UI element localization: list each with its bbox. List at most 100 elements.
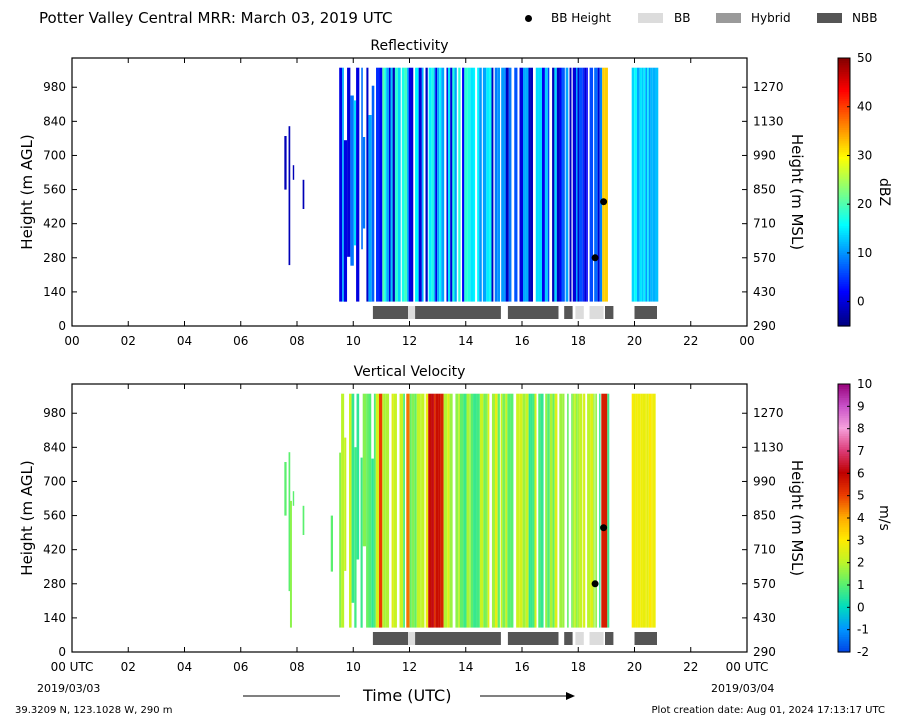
- panel2-colorbar-segment: [838, 459, 850, 463]
- panel2-colorbar-segment: [838, 444, 850, 448]
- panel2-colorbar-tick-label: 9: [857, 399, 865, 413]
- panel2-data-column: [375, 393, 380, 628]
- panel1-colorbar-segment: [838, 238, 850, 242]
- panel1-data-column: [538, 67, 542, 302]
- panel1-data-column: [441, 67, 445, 302]
- legend-label-hybrid: Hybrid: [751, 11, 791, 25]
- panel1-data-column: [544, 67, 548, 302]
- panel2-data-column: [356, 393, 360, 560]
- panel1-colorbar-segment: [838, 292, 850, 296]
- panel2-colorbar-segment: [838, 571, 850, 575]
- panel2-data-column: [528, 393, 531, 628]
- panel2-data-column: [505, 393, 508, 628]
- panel2-y-tick-label: 0: [58, 645, 66, 659]
- panel2-colorbar-segment: [838, 535, 850, 539]
- panel1-colorbar-segment: [838, 73, 850, 77]
- panel2-colorbar-segment: [838, 509, 850, 512]
- panel1-y-tick-label-right: 1130: [753, 114, 784, 128]
- panel1-colorbar-segment: [838, 299, 850, 303]
- panel2-data-column: [458, 393, 460, 628]
- panel2-colorbar-segment: [838, 426, 850, 430]
- panel1-data-column: [523, 67, 526, 302]
- panel1-data-column: [343, 140, 348, 302]
- panel1-data-column: [631, 67, 635, 302]
- panel1-data-column: [572, 67, 577, 302]
- panel2-colorbar-segment: [838, 544, 850, 548]
- panel1-colorbar-segment: [838, 247, 850, 251]
- page-title: Potter Valley Central MRR: March 03, 201…: [39, 9, 393, 27]
- panel1-data-column: [439, 67, 442, 302]
- panel2-colorbar-segment: [838, 620, 850, 624]
- panel1-colorbar-segment: [838, 154, 850, 157]
- panel2-bb-height-point: [600, 524, 608, 532]
- panel2-data-column: [473, 393, 477, 628]
- panel2-colorbar-segment: [838, 634, 850, 637]
- panel1-data-column: [376, 67, 380, 302]
- panel1-colorbar-segment: [838, 294, 850, 298]
- panel1-x-tick-label: 06: [233, 334, 248, 348]
- panel2-data-column: [549, 393, 553, 628]
- panel1-data-column: [482, 67, 487, 302]
- panel1-data-column: [431, 67, 434, 302]
- panel1-colorbar-segment: [838, 142, 850, 146]
- panel2-data-column: [495, 393, 498, 628]
- panel1-data-column: [505, 67, 509, 302]
- panel2-colorbar-segment: [838, 605, 850, 608]
- panel1-colorbar-segment: [838, 120, 850, 124]
- panel2-colorbar-segment: [838, 515, 850, 519]
- panel2-y-tick-label: 140: [43, 611, 66, 625]
- panel2-data-column: [545, 393, 548, 628]
- panel1-data-column: [535, 67, 539, 302]
- panel2-colorbar-segment: [838, 477, 850, 481]
- panel1-colorbar-segment: [838, 93, 850, 97]
- panel1-colorbar-segment: [838, 308, 850, 311]
- panel1-data-column: [648, 67, 651, 302]
- panel1-y-axis-label: Height (m AGL): [18, 134, 36, 249]
- panel1-colorbar-segment: [838, 113, 850, 117]
- panel2-colorbar-segment: [838, 457, 850, 461]
- panel1-colorbar-segment: [838, 205, 850, 209]
- panel2-data-column: [554, 393, 558, 628]
- panel1-data-column: [447, 67, 451, 302]
- panel2-data-column: [284, 462, 287, 516]
- panel2-bb-class-segment: [372, 632, 409, 645]
- panel1-colorbar-segment: [838, 171, 850, 175]
- panel1-colorbar-tick-label: 10: [857, 246, 872, 260]
- panel1-data-column: [470, 67, 474, 302]
- panel1-data-column: [489, 67, 492, 302]
- panel2-data-column: [631, 393, 634, 628]
- panel2-x-tick-label: 10: [346, 660, 361, 674]
- panel2-data-column: [383, 393, 386, 628]
- panel2-colorbar-segment: [838, 415, 850, 419]
- panel2-data-column: [420, 393, 422, 628]
- panel2-colorbar-segment: [838, 442, 850, 445]
- nbb-legend-swatch-icon: [817, 13, 842, 23]
- panel1-colorbar-segment: [838, 91, 850, 95]
- panel1-y-tick-label-right: 290: [753, 319, 776, 333]
- panel2-data-column: [645, 393, 647, 628]
- panel2-colorbar-segment: [838, 636, 850, 640]
- panel2-colorbar-segment: [838, 395, 850, 398]
- panel1-colorbar-segment: [838, 178, 850, 182]
- panel1-bb-class-segment: [605, 306, 614, 319]
- panel2-data-column: [519, 393, 523, 628]
- panel1-x-tick-label: 18: [571, 334, 586, 348]
- panel2-colorbar-segment: [838, 486, 850, 490]
- panel2-colorbar-segment: [838, 446, 850, 450]
- panel1-colorbar-segment: [838, 160, 850, 164]
- panel1-data-column: [542, 67, 545, 302]
- panel1-colorbar-segment: [838, 288, 850, 291]
- panel1-colorbar-segment: [838, 64, 850, 68]
- panel2-data-column: [289, 500, 292, 628]
- panel1-colorbar-segment: [838, 200, 850, 204]
- panel2-data-column: [572, 393, 575, 628]
- panel1-x-tick-label: 08: [289, 334, 304, 348]
- panel2-y-tick-label-right: 990: [753, 474, 776, 488]
- panel1-data-column: [586, 67, 588, 302]
- panel1-colorbar-segment: [838, 82, 850, 86]
- panel2-colorbar-segment: [838, 569, 850, 573]
- panel1-colorbar-segment: [838, 223, 850, 227]
- panel1-data-column: [647, 67, 649, 302]
- panel2-colorbar-segment: [838, 421, 850, 425]
- panel2-data-column: [599, 393, 601, 628]
